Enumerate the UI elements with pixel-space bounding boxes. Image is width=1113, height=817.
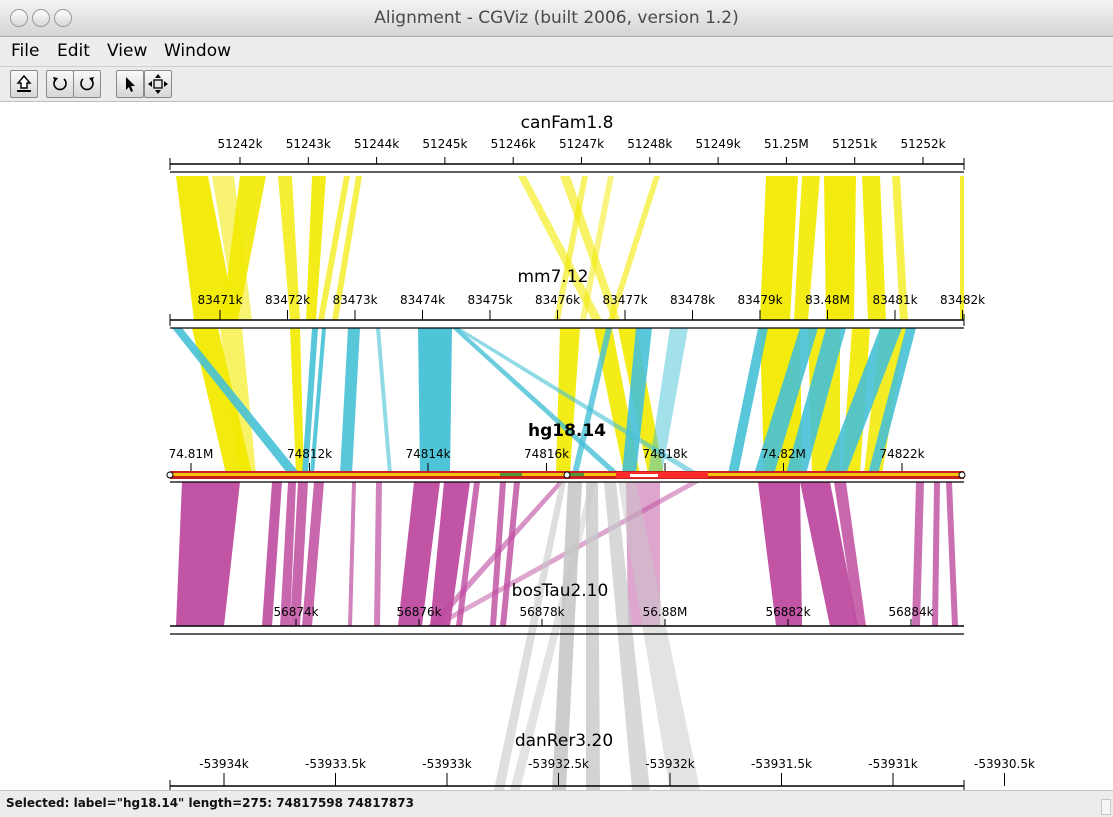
tick-label: 56882k <box>765 605 810 619</box>
export-icon <box>16 74 32 92</box>
menu-window[interactable]: Window <box>164 41 232 61</box>
tick-label: 83473k <box>332 293 377 307</box>
tick-label: 83479k <box>737 293 782 307</box>
tick-label: 83475k <box>467 293 512 307</box>
tick-label: -53933k <box>422 757 472 771</box>
tick-label: -53930.5k <box>974 757 1035 771</box>
menu-view[interactable]: View <box>107 41 148 61</box>
ribbons-mm-hg <box>172 328 916 474</box>
tick-label: 56876k <box>396 605 441 619</box>
window-title: Alignment - CGViz (built 2006, version 1… <box>374 8 739 28</box>
tick-label: 51244k <box>354 137 399 151</box>
tick-label: 51249k <box>696 137 741 151</box>
minimize-window-button[interactable] <box>32 9 50 27</box>
rotate-right-icon <box>80 77 94 91</box>
close-window-button[interactable] <box>10 9 28 27</box>
tick-label: 83477k <box>602 293 647 307</box>
pointer-icon <box>126 77 135 92</box>
title-bar: Alignment - CGViz (built 2006, version 1… <box>0 0 1113 37</box>
track-hg[interactable]: hg18.14 74.81M 74812k 74814k 74816k 74818k 74… <box>166 421 966 483</box>
tick-label: 83474k <box>400 293 445 307</box>
rotate-left-button[interactable] <box>46 70 74 98</box>
track-label: canFam1.8 <box>521 113 614 133</box>
ribbons-canfam-mm <box>176 176 964 320</box>
tick-label: 56884k <box>888 605 933 619</box>
tick-label: 83.48M <box>805 293 850 307</box>
zoom-fit-button[interactable] <box>144 70 172 98</box>
tick-label: -53931k <box>868 757 918 771</box>
tick-label: 74812k <box>287 447 332 461</box>
status-bar: Selected: label="hg18.14" length=275: 74… <box>0 790 1113 817</box>
track-label: bosTau2.10 <box>512 581 609 601</box>
status-text: Selected: label="hg18.14" length=275: 74… <box>6 796 414 810</box>
track-canfam[interactable]: canFam1.8 51242k 51243k 51244k 51245k 51246k… <box>169 113 965 170</box>
tick-label: 51242k <box>217 137 262 151</box>
export-button[interactable] <box>10 70 38 98</box>
tick-label: 83471k <box>197 293 242 307</box>
tick-label: 51243k <box>286 137 331 151</box>
toolbar <box>0 67 1113 102</box>
tick-label: 56874k <box>273 605 318 619</box>
pointer-button[interactable] <box>116 70 144 98</box>
track-bos[interactable]: bosTau2.10 56874k 56876k 56878k 56.88M 56882… <box>170 581 964 635</box>
tick-label: 74822k <box>879 447 924 461</box>
track-mm[interactable]: mm7.12 83471k 83472k 83473k 83474k 83475k 834… <box>169 267 985 329</box>
menu-bar: File Edit View Window <box>0 37 1113 67</box>
ribbons-bos-danrer <box>494 482 700 790</box>
rotate-right-button[interactable] <box>73 70 101 98</box>
menu-file[interactable]: File <box>11 41 40 61</box>
tick-label: 51.25M <box>764 137 809 151</box>
tick-label: 56878k <box>519 605 564 619</box>
alignment-view[interactable]: canFam1.8 51242k 51243k 51244k 51245k 51246k… <box>0 102 1113 792</box>
tick-label: 83481k <box>872 293 917 307</box>
tick-label: 51251k <box>832 137 877 151</box>
track-label: hg18.14 <box>528 421 606 441</box>
zoom-fit-icon <box>148 74 168 94</box>
tick-label: 83482k <box>940 293 985 307</box>
tick-label: -53932.5k <box>528 757 589 771</box>
resize-handle[interactable] <box>1101 799 1111 815</box>
tick-label: 56.88M <box>643 605 688 619</box>
tick-label: 51252k <box>900 137 945 151</box>
tick-label: -53933.5k <box>305 757 366 771</box>
tick-label: 51245k <box>422 137 467 151</box>
track-danrer[interactable]: danRer3.20 -53934k -53933.5k -53933k -53932… <box>169 731 1035 792</box>
tick-label: 51246k <box>491 137 536 151</box>
zoom-window-button[interactable] <box>54 9 72 27</box>
tick-label: 74.81M <box>169 447 214 461</box>
track-label: mm7.12 <box>518 267 589 287</box>
tick-label: 83472k <box>265 293 310 307</box>
tick-label: 74818k <box>642 447 687 461</box>
tick-label: 74816k <box>524 447 569 461</box>
tick-label: 83476k <box>535 293 580 307</box>
tick-label: 83478k <box>670 293 715 307</box>
tick-label: -53934k <box>199 757 249 771</box>
menu-edit[interactable]: Edit <box>57 41 90 61</box>
tick-label: -53931.5k <box>751 757 812 771</box>
tick-label: 74814k <box>405 447 450 461</box>
tick-label: 51247k <box>559 137 604 151</box>
tick-label: -53932k <box>645 757 695 771</box>
track-label: danRer3.20 <box>515 731 613 751</box>
tick-label: 51248k <box>627 137 672 151</box>
tick-label: 74.82M <box>761 447 806 461</box>
rotate-left-icon <box>53 77 67 91</box>
alignment-canvas[interactable]: canFam1.8 51242k 51243k 51244k 51245k 51246k… <box>0 102 1113 792</box>
